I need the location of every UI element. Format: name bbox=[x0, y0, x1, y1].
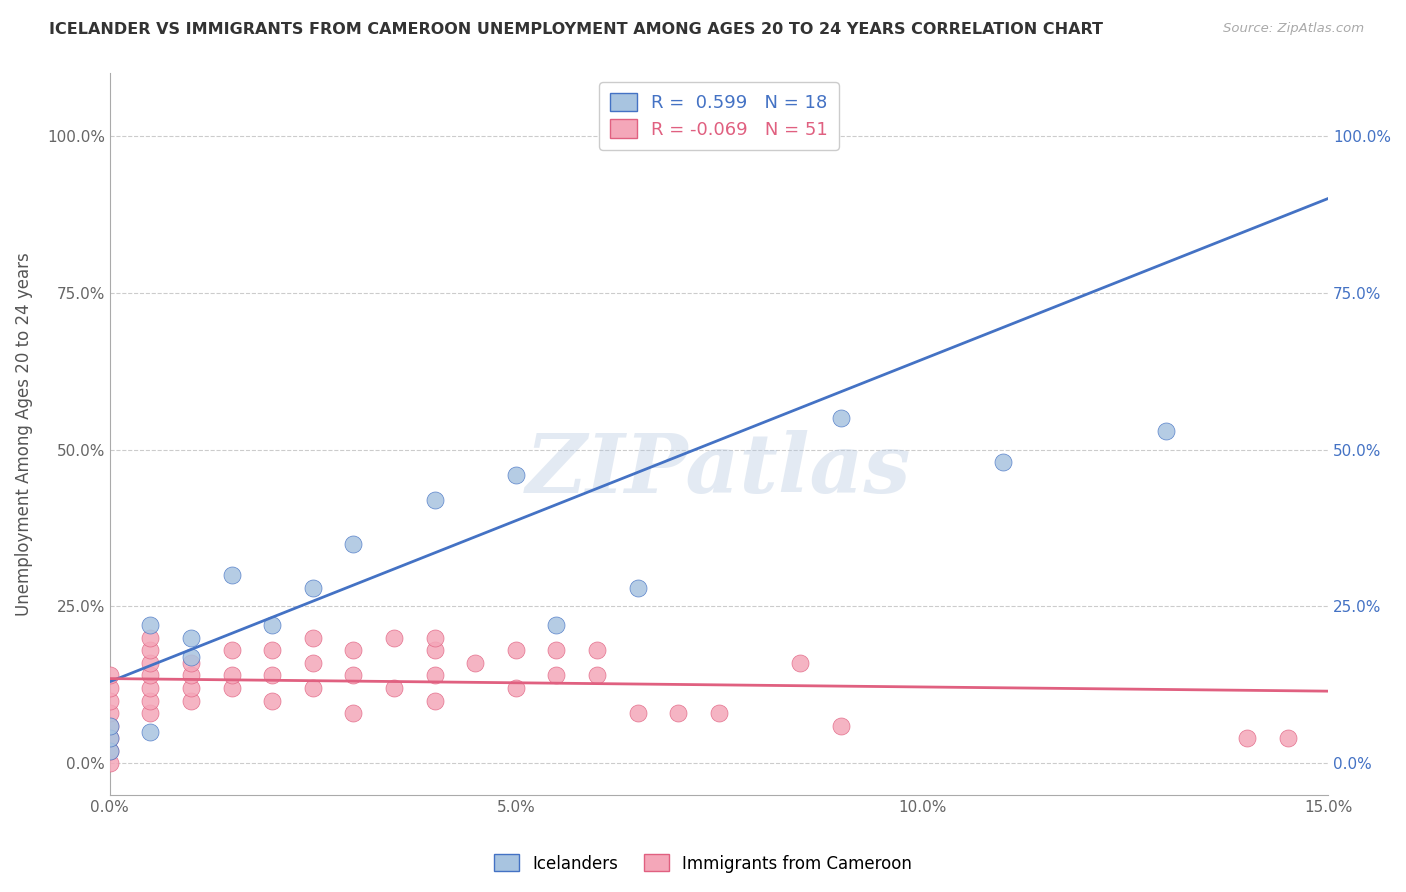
Point bbox=[707, 706, 730, 720]
Point bbox=[180, 631, 202, 645]
Point bbox=[180, 693, 202, 707]
Point bbox=[98, 719, 121, 733]
Point bbox=[98, 756, 121, 771]
Point bbox=[382, 681, 405, 695]
Text: Source: ZipAtlas.com: Source: ZipAtlas.com bbox=[1223, 22, 1364, 36]
Text: ZIPatlas: ZIPatlas bbox=[526, 430, 911, 510]
Point bbox=[98, 744, 121, 758]
Point bbox=[423, 693, 446, 707]
Point bbox=[180, 681, 202, 695]
Point bbox=[139, 706, 162, 720]
Point bbox=[505, 681, 527, 695]
Point bbox=[301, 656, 323, 670]
Point bbox=[139, 631, 162, 645]
Point bbox=[789, 656, 811, 670]
Point bbox=[546, 668, 568, 682]
Point bbox=[423, 643, 446, 657]
Point bbox=[546, 643, 568, 657]
Point bbox=[505, 643, 527, 657]
Point bbox=[342, 643, 364, 657]
Point bbox=[180, 656, 202, 670]
Point bbox=[301, 631, 323, 645]
Legend: Icelanders, Immigrants from Cameroon: Icelanders, Immigrants from Cameroon bbox=[488, 847, 918, 880]
Point bbox=[180, 649, 202, 664]
Point bbox=[98, 731, 121, 746]
Point bbox=[262, 693, 284, 707]
Point bbox=[98, 744, 121, 758]
Point bbox=[586, 643, 609, 657]
Point bbox=[666, 706, 689, 720]
Legend: R =  0.599   N = 18, R = -0.069   N = 51: R = 0.599 N = 18, R = -0.069 N = 51 bbox=[599, 82, 839, 150]
Point bbox=[301, 581, 323, 595]
Point bbox=[221, 668, 243, 682]
Point bbox=[139, 693, 162, 707]
Point bbox=[627, 706, 650, 720]
Point bbox=[423, 631, 446, 645]
Point bbox=[993, 455, 1015, 469]
Point bbox=[464, 656, 486, 670]
Point bbox=[627, 581, 650, 595]
Point bbox=[1236, 731, 1258, 746]
Point bbox=[98, 693, 121, 707]
Point bbox=[262, 618, 284, 632]
Y-axis label: Unemployment Among Ages 20 to 24 years: Unemployment Among Ages 20 to 24 years bbox=[15, 252, 32, 615]
Point bbox=[830, 411, 852, 425]
Point bbox=[423, 668, 446, 682]
Text: ICELANDER VS IMMIGRANTS FROM CAMEROON UNEMPLOYMENT AMONG AGES 20 TO 24 YEARS COR: ICELANDER VS IMMIGRANTS FROM CAMEROON UN… bbox=[49, 22, 1104, 37]
Point bbox=[139, 725, 162, 739]
Point bbox=[180, 668, 202, 682]
Point bbox=[98, 731, 121, 746]
Point bbox=[830, 719, 852, 733]
Point bbox=[262, 643, 284, 657]
Point bbox=[98, 668, 121, 682]
Point bbox=[139, 618, 162, 632]
Point bbox=[139, 643, 162, 657]
Point bbox=[139, 668, 162, 682]
Point bbox=[139, 656, 162, 670]
Point bbox=[546, 618, 568, 632]
Point bbox=[98, 706, 121, 720]
Point bbox=[221, 643, 243, 657]
Point bbox=[98, 719, 121, 733]
Point bbox=[262, 668, 284, 682]
Point bbox=[221, 568, 243, 582]
Point bbox=[139, 681, 162, 695]
Point bbox=[98, 681, 121, 695]
Point bbox=[1277, 731, 1299, 746]
Point bbox=[423, 492, 446, 507]
Point bbox=[505, 467, 527, 482]
Point bbox=[586, 668, 609, 682]
Point bbox=[342, 536, 364, 550]
Point bbox=[342, 668, 364, 682]
Point bbox=[1154, 424, 1177, 438]
Point bbox=[342, 706, 364, 720]
Point bbox=[382, 631, 405, 645]
Point bbox=[221, 681, 243, 695]
Point bbox=[301, 681, 323, 695]
